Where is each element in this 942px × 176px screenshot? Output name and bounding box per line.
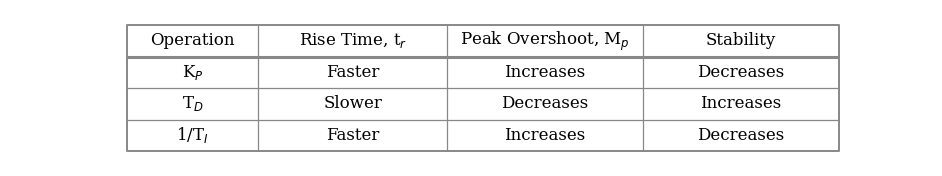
Text: Faster: Faster (326, 127, 380, 144)
Text: Rise Time, t$_r$: Rise Time, t$_r$ (299, 32, 407, 51)
Text: Faster: Faster (326, 64, 380, 81)
Text: Decreases: Decreases (501, 95, 589, 112)
Text: 1/T$_I$: 1/T$_I$ (176, 125, 209, 146)
Text: Decreases: Decreases (697, 64, 785, 81)
Text: T$_D$: T$_D$ (182, 95, 203, 114)
Text: Increases: Increases (505, 127, 586, 144)
Text: Increases: Increases (505, 64, 586, 81)
Text: Increases: Increases (701, 95, 782, 112)
Text: Decreases: Decreases (697, 127, 785, 144)
Text: K$_P$: K$_P$ (182, 63, 203, 82)
Text: Peak Overshoot, M$_p$: Peak Overshoot, M$_p$ (461, 29, 630, 53)
Text: Slower: Slower (323, 95, 382, 112)
Text: Stability: Stability (706, 32, 776, 49)
Text: Operation: Operation (150, 32, 235, 49)
